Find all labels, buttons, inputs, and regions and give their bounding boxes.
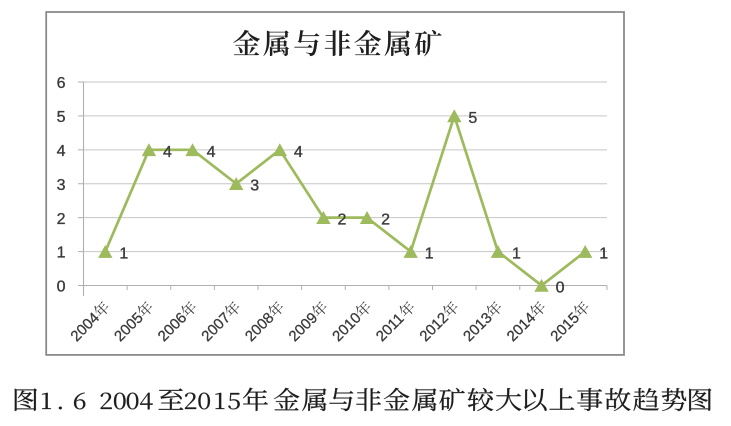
svg-text:0: 0 — [556, 280, 565, 297]
svg-text:1: 1 — [512, 246, 521, 263]
svg-text:4: 4 — [163, 144, 172, 161]
svg-text:4: 4 — [294, 144, 303, 161]
svg-text:4: 4 — [57, 143, 66, 160]
svg-text:3: 3 — [250, 178, 259, 195]
svg-text:1: 1 — [57, 245, 66, 262]
svg-text:4: 4 — [207, 144, 216, 161]
svg-text:3: 3 — [57, 177, 66, 194]
svg-text:2: 2 — [381, 212, 390, 229]
svg-text:5: 5 — [468, 110, 477, 127]
svg-text:6: 6 — [57, 75, 66, 92]
svg-text:2: 2 — [57, 211, 66, 228]
svg-text:1: 1 — [599, 246, 608, 263]
svg-text:1: 1 — [119, 246, 128, 263]
svg-text:0: 0 — [57, 279, 66, 296]
svg-text:2: 2 — [337, 212, 346, 229]
svg-text:5: 5 — [57, 109, 66, 126]
svg-text:1: 1 — [425, 246, 434, 263]
